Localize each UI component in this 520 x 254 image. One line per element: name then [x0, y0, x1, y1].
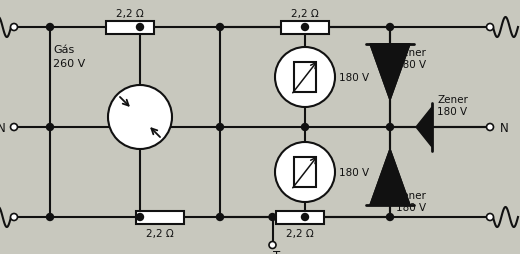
- Circle shape: [10, 124, 18, 131]
- Text: 2,2 Ω: 2,2 Ω: [116, 9, 144, 19]
- Circle shape: [46, 24, 54, 31]
- Circle shape: [302, 24, 308, 31]
- Bar: [276, 211, 324, 224]
- Circle shape: [487, 214, 493, 221]
- Text: 2,2 Ω: 2,2 Ω: [291, 9, 319, 19]
- Polygon shape: [370, 45, 410, 101]
- Text: 180 V: 180 V: [437, 107, 467, 117]
- Circle shape: [108, 86, 172, 149]
- Circle shape: [386, 24, 394, 31]
- Circle shape: [487, 124, 493, 131]
- Text: 180 V: 180 V: [339, 73, 369, 83]
- Circle shape: [136, 214, 144, 221]
- Circle shape: [46, 214, 54, 221]
- Circle shape: [302, 214, 308, 221]
- Polygon shape: [416, 108, 432, 147]
- Bar: [294, 157, 316, 187]
- Circle shape: [10, 24, 18, 31]
- Text: 2,2 Ω: 2,2 Ω: [286, 228, 314, 238]
- Text: Zener: Zener: [396, 48, 427, 58]
- Text: N: N: [0, 121, 6, 134]
- Circle shape: [275, 142, 335, 202]
- Text: 180 V: 180 V: [339, 167, 369, 177]
- Circle shape: [216, 214, 224, 221]
- Circle shape: [269, 242, 276, 248]
- Bar: [294, 63, 316, 93]
- Text: Gás: Gás: [53, 45, 74, 55]
- Circle shape: [275, 48, 335, 108]
- Circle shape: [386, 214, 394, 221]
- Circle shape: [216, 124, 224, 131]
- Text: N: N: [500, 121, 509, 134]
- Circle shape: [10, 214, 18, 221]
- Circle shape: [46, 124, 54, 131]
- Text: 260 V: 260 V: [53, 59, 85, 69]
- Text: Zener: Zener: [396, 190, 427, 200]
- Polygon shape: [370, 149, 410, 205]
- Circle shape: [302, 124, 308, 131]
- Circle shape: [487, 24, 493, 31]
- Bar: [281, 21, 329, 34]
- Bar: [136, 211, 184, 224]
- Circle shape: [269, 214, 276, 221]
- Circle shape: [136, 24, 144, 31]
- Text: T: T: [273, 249, 280, 254]
- Circle shape: [216, 24, 224, 31]
- Text: 180 V: 180 V: [396, 202, 426, 212]
- Text: Zener: Zener: [437, 95, 468, 105]
- Bar: [106, 21, 154, 34]
- Circle shape: [386, 124, 394, 131]
- Text: 180 V: 180 V: [396, 60, 426, 70]
- Text: 2,2 Ω: 2,2 Ω: [146, 228, 174, 238]
